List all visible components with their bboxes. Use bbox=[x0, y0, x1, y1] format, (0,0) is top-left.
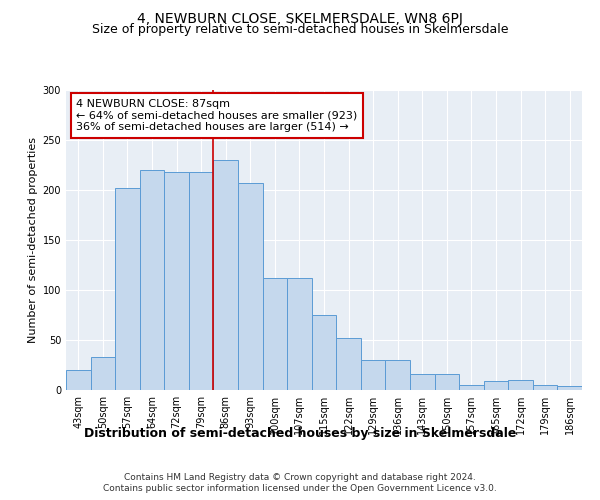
Bar bbox=[484, 381, 508, 390]
Bar bbox=[434, 374, 459, 390]
Y-axis label: Number of semi-detached properties: Number of semi-detached properties bbox=[28, 137, 38, 343]
Bar bbox=[312, 315, 336, 390]
Bar bbox=[459, 385, 484, 390]
Text: Distribution of semi-detached houses by size in Skelmersdale: Distribution of semi-detached houses by … bbox=[84, 428, 516, 440]
Bar bbox=[238, 183, 263, 390]
Bar bbox=[66, 370, 91, 390]
Bar bbox=[533, 385, 557, 390]
Bar bbox=[385, 360, 410, 390]
Bar bbox=[164, 172, 189, 390]
Text: Size of property relative to semi-detached houses in Skelmersdale: Size of property relative to semi-detach… bbox=[92, 22, 508, 36]
Bar bbox=[410, 374, 434, 390]
Text: 4 NEWBURN CLOSE: 87sqm
← 64% of semi-detached houses are smaller (923)
36% of se: 4 NEWBURN CLOSE: 87sqm ← 64% of semi-det… bbox=[76, 99, 358, 132]
Bar bbox=[508, 380, 533, 390]
Bar bbox=[140, 170, 164, 390]
Bar bbox=[115, 188, 140, 390]
Bar bbox=[336, 338, 361, 390]
Bar bbox=[287, 278, 312, 390]
Bar bbox=[557, 386, 582, 390]
Bar bbox=[214, 160, 238, 390]
Bar bbox=[263, 278, 287, 390]
Bar bbox=[91, 357, 115, 390]
Bar bbox=[361, 360, 385, 390]
Bar bbox=[189, 172, 214, 390]
Text: Contains public sector information licensed under the Open Government Licence v3: Contains public sector information licen… bbox=[103, 484, 497, 493]
Text: Contains HM Land Registry data © Crown copyright and database right 2024.: Contains HM Land Registry data © Crown c… bbox=[124, 472, 476, 482]
Text: 4, NEWBURN CLOSE, SKELMERSDALE, WN8 6PJ: 4, NEWBURN CLOSE, SKELMERSDALE, WN8 6PJ bbox=[137, 12, 463, 26]
